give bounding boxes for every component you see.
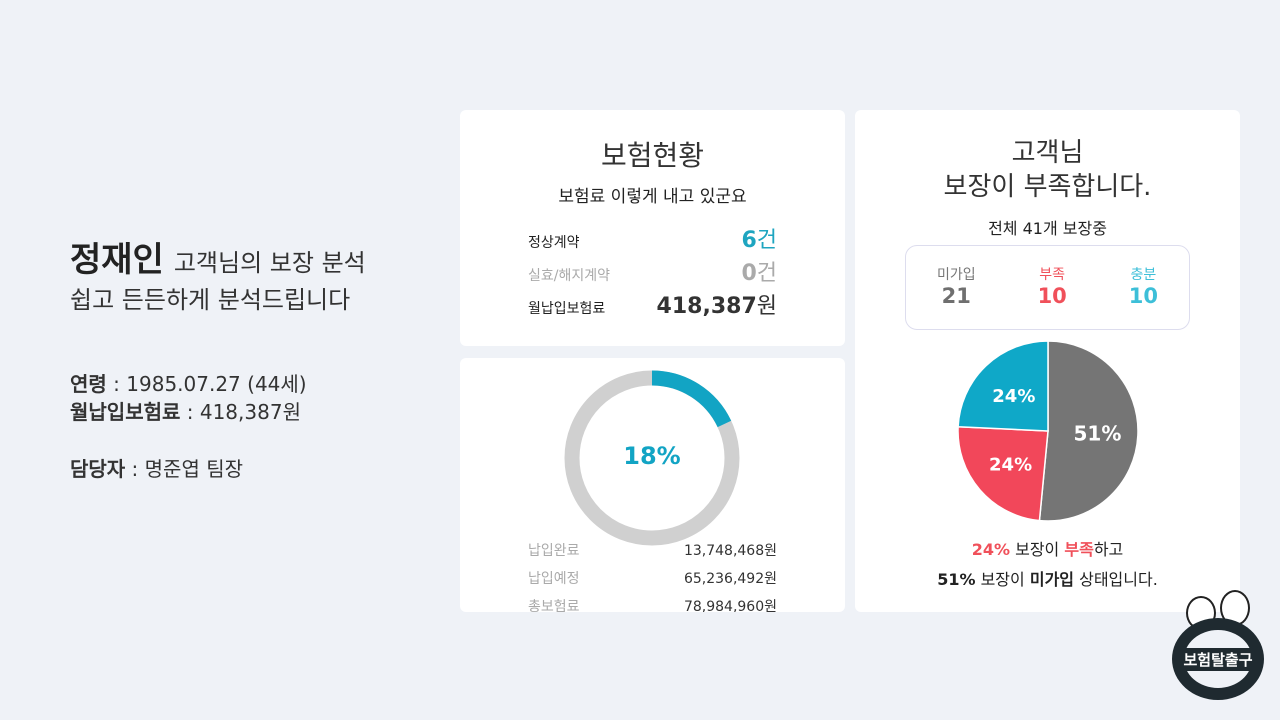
row-value: 6 (741, 228, 757, 253)
payment-row: 납입예정 65,236,492원 (528, 568, 777, 588)
stat-insufficient: 부족 10 (1037, 267, 1067, 308)
payment-label: 납입완료 (528, 543, 580, 559)
donut-progress-arc (564, 370, 740, 546)
payment-row: 납입완료 13,748,468원 (528, 540, 777, 560)
pie-slice (1038, 341, 1138, 521)
heading-suffix: 고객님의 보장 분석 (173, 249, 366, 277)
card-title: 보험현황 (600, 139, 705, 172)
row-unit: 건 (756, 228, 777, 253)
row-label: 월납입보험료 (528, 301, 606, 317)
card-subtitle: 보험료 이렇게 내고 있군요 (558, 187, 747, 207)
status-row-lapsed: 실효/해지계약 0건 (528, 255, 777, 287)
pie-slice (958, 341, 1049, 432)
payment-label: 총보험료 (528, 599, 580, 612)
stat-unsubscribed: 미가입 21 (936, 267, 976, 308)
customer-heading: 정재인 고객님의 보장 분석 (70, 232, 366, 281)
row-unit: 건 (756, 261, 777, 286)
premium-value: 418,387원 (199, 400, 301, 424)
pie-slice-label: 24% (992, 386, 1035, 407)
brand-logo: 보험탈출구 (1172, 590, 1264, 700)
birth-label: 연령 (70, 372, 107, 396)
donut-percent-label: 18% (623, 442, 681, 470)
coverage-pie-chart: 51% 24% 24% (958, 341, 1138, 521)
status-row-normal: 정상계약 6건 (528, 222, 777, 254)
row-value: 418,387 (656, 294, 757, 319)
row-unit: 원 (756, 294, 777, 319)
row-label: 정상계약 (528, 235, 580, 251)
birth-info: 연령 : 1985.07.27 (44세) (70, 372, 307, 396)
row-label: 실효/해지계약 (528, 268, 610, 284)
pie-slice-label: 51% (1074, 421, 1122, 445)
manager-value: 명준엽 팀장 (144, 457, 244, 481)
payment-card: 18% 납입완료 13,748,468원 납입예정 65,236,492원 총보험료… (460, 358, 845, 612)
coverage-stats-box: 미가입 21 부족 10 충분 10 (905, 245, 1190, 330)
insurance-status-card: 보험현황 보험료 이렇게 내고 있군요 정상계약 6건 실효/해지계약 0건 월납입… (460, 110, 845, 346)
coverage-title: 고객님 보장이 부족합니다. (943, 138, 1152, 202)
birth-value: 1985.07.27 (44세) (126, 372, 307, 396)
coverage-footer: 24% 보장이 부족하고 51% 보장이 미가입 상태입니다. (937, 540, 1158, 589)
premium-info: 월납입보험료 : 418,387원 (70, 400, 301, 424)
stat-sufficient: 충분 10 (1128, 267, 1158, 308)
status-row-premium: 월납입보험료 418,387원 (528, 288, 777, 320)
payment-value: 78,984,960원 (683, 599, 777, 612)
manager-label: 담당자 (70, 457, 126, 481)
payment-row: 총보험료 78,984,960원 (528, 596, 777, 612)
pie-slice (958, 425, 1049, 521)
tagline: 쉽고 든든하게 분석드립니다 (70, 286, 351, 314)
pie-slice-label: 24% (989, 454, 1032, 475)
manager-info: 담당자 : 명준엽 팀장 (70, 457, 244, 481)
logo-ring: 보험탈출구 (1172, 618, 1264, 700)
premium-label: 월납입보험료 (70, 400, 181, 424)
customer-name: 정재인 (70, 240, 164, 280)
payment-value: 13,748,468원 (683, 543, 777, 559)
coverage-summary: 전체 41개 보장중 (988, 219, 1107, 238)
payment-label: 납입예정 (528, 571, 580, 587)
coverage-card: 고객님 보장이 부족합니다. 전체 41개 보장중 미가입 21 부족 10 충분 10… (855, 110, 1240, 612)
face-right-icon (1220, 590, 1250, 626)
payment-value: 65,236,492원 (683, 571, 777, 587)
payment-donut (564, 370, 740, 546)
row-value: 0 (741, 261, 757, 286)
